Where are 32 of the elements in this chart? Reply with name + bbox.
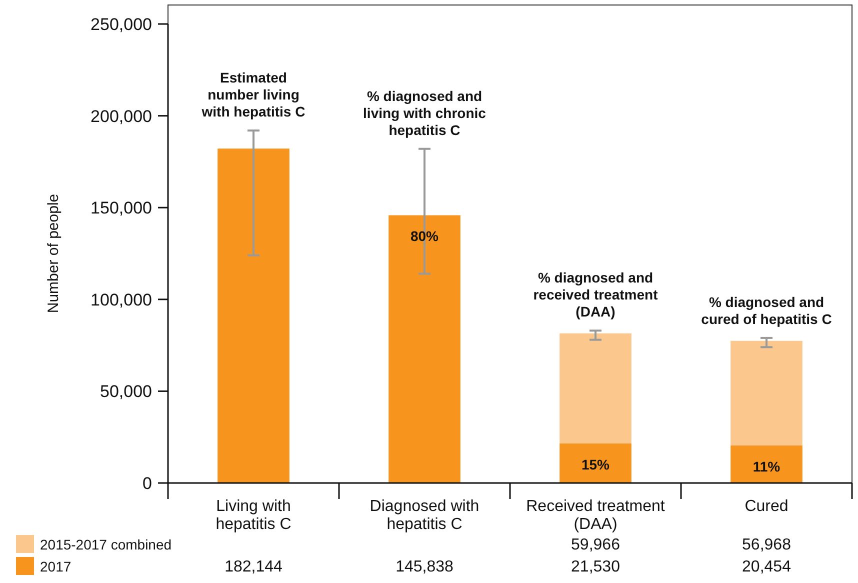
y-axis-title: Number of people	[45, 194, 62, 314]
x-tick-label: Living with hepatitis C	[216, 498, 292, 533]
y-tick-label: 200,000	[90, 106, 152, 126]
legend-label: 2015-2017 combined	[40, 536, 172, 552]
x-tick-label: Received treatment (DAA)	[526, 498, 666, 533]
annotation: 15%	[581, 456, 610, 472]
data-label: 56,968	[742, 536, 792, 554]
annotation: % diagnosed and received treatment (DAA)	[533, 270, 658, 320]
bar	[560, 443, 632, 483]
data-label: 145,838	[396, 558, 454, 576]
annotation: Estimated number living with hepatitis C	[200, 69, 306, 120]
bar	[560, 333, 632, 444]
bar	[218, 148, 290, 483]
annotation: 80%	[410, 228, 440, 244]
annotation: % diagnosed and cured of hepatitis C	[701, 294, 832, 327]
y-tick-label: 150,000	[90, 198, 152, 218]
annotation: 11%	[752, 458, 781, 474]
x-tick-label: Diagnosed with hepatitis C	[370, 498, 480, 533]
data-label: 21,530	[571, 558, 620, 576]
legend-label: 2017	[40, 558, 72, 574]
y-tick-label: 250,000	[90, 14, 152, 34]
x-tick-label: Cured	[744, 498, 788, 515]
bar	[388, 215, 460, 483]
y-tick-label: 50,000	[100, 382, 152, 402]
data-label: 20,454	[742, 558, 792, 576]
data-label: 59,966	[571, 536, 620, 554]
bar	[730, 340, 802, 446]
annotation: % diagnosed and living with chronic hepatitis C	[363, 88, 486, 138]
y-tick-label: 100,000	[90, 290, 152, 310]
data-label: 182,144	[224, 558, 283, 576]
bar	[730, 445, 802, 483]
y-tick-label: 0	[142, 474, 152, 493]
